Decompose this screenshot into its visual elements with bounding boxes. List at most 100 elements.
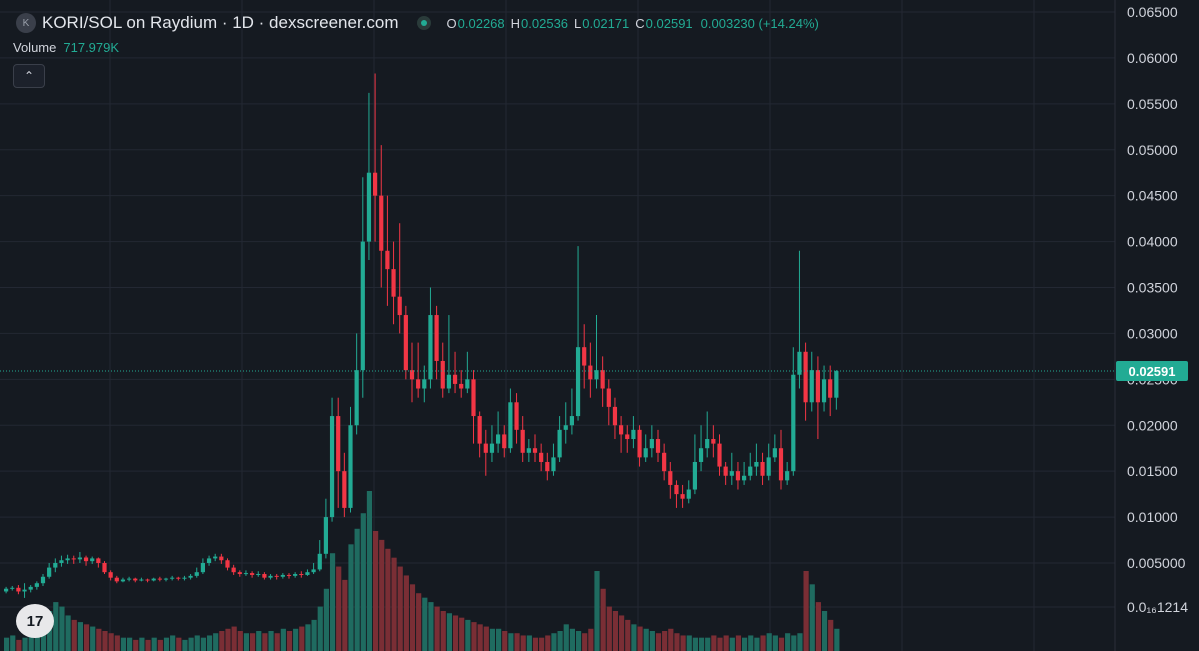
volume-bar — [16, 639, 22, 651]
volume-bar — [754, 637, 760, 651]
candle-body — [77, 557, 82, 560]
high-label: H — [510, 15, 521, 31]
candle-body — [440, 360, 445, 389]
chart-grid — [0, 0, 1116, 651]
volume-bar — [686, 635, 692, 651]
candle-body — [514, 402, 519, 430]
candle-body — [834, 371, 839, 398]
candle-body — [237, 572, 242, 575]
volume-bar — [342, 579, 348, 651]
candle-body — [532, 448, 538, 453]
volume-bar — [366, 491, 373, 651]
low-label: L — [574, 15, 582, 31]
tradingview-logo-icon[interactable]: 17 — [16, 604, 54, 638]
candle-body — [821, 379, 827, 403]
candle-body — [496, 434, 501, 444]
volume-bar — [139, 637, 145, 651]
volume-bar — [403, 575, 409, 651]
candle-body — [299, 574, 304, 576]
volume-bar — [557, 631, 563, 651]
price-tick-label: 0.01000 — [1127, 509, 1178, 525]
volume-bar — [612, 611, 619, 651]
volume-bar — [711, 635, 717, 651]
volume-bar — [698, 637, 705, 651]
volume-bar — [502, 631, 508, 651]
volume-bar — [120, 637, 127, 651]
volume-bar — [4, 637, 10, 651]
volume-bar — [772, 635, 778, 651]
volume-bar — [748, 635, 754, 651]
candle-body — [40, 576, 46, 584]
candle-body — [354, 370, 359, 426]
volume-bar — [551, 633, 557, 651]
volume-bar — [397, 566, 403, 651]
candle-body — [705, 439, 710, 449]
market-status-icon[interactable] — [416, 16, 431, 30]
volume-bar — [440, 611, 446, 651]
candle-body — [766, 457, 771, 476]
candle-body — [151, 578, 156, 581]
candle-body — [163, 578, 169, 580]
volume-bar — [588, 628, 594, 651]
volume-bar — [459, 617, 465, 651]
chart-title[interactable]: KORI/SOL on Raydium · 1D · dexscreener.c… — [42, 13, 399, 32]
candle-body — [373, 172, 378, 196]
volume-bar — [742, 637, 748, 651]
volume-bar — [311, 619, 317, 651]
candle-body — [213, 556, 218, 559]
candle-body — [717, 443, 722, 467]
volume-bar — [631, 624, 637, 651]
volume-bar — [194, 635, 200, 651]
volume-bar — [127, 637, 133, 651]
candle-body — [47, 567, 52, 577]
volume-bar — [360, 513, 366, 651]
candle-body — [65, 558, 70, 561]
candle-body — [416, 379, 421, 389]
volume-bar — [471, 622, 477, 651]
volume-bar — [674, 633, 680, 651]
volume-bar — [668, 628, 674, 651]
candle-body — [305, 572, 310, 575]
volume-bar — [828, 619, 834, 651]
volume-bar — [65, 615, 71, 651]
candle-body — [760, 461, 765, 476]
volume-readout: Volume 717.979K — [13, 40, 119, 55]
volume-bar — [176, 637, 182, 651]
candle-body — [828, 379, 833, 398]
volume-bar — [569, 628, 575, 651]
price-tick-label: 0.005000 — [1127, 555, 1186, 571]
candle-body — [778, 448, 784, 481]
volume-bar — [329, 553, 336, 651]
close-label: C — [635, 15, 645, 31]
candle-body — [96, 558, 101, 563]
candle-body — [606, 388, 611, 407]
collapse-legend-button[interactable]: ⌃ — [13, 64, 45, 88]
volume-bar — [791, 635, 797, 651]
volume-bar — [53, 602, 59, 651]
candle-body — [53, 563, 58, 568]
candle-body — [16, 587, 21, 592]
candle-body — [108, 572, 113, 578]
volume-bar — [77, 622, 83, 651]
volume-bar — [90, 626, 96, 651]
ohlc-readout: O 0.02268 H 0.02536 L 0.02171 C 0.02591 0.00… — [441, 16, 819, 31]
volume-bar — [188, 637, 194, 651]
volume-bar — [680, 635, 686, 651]
volume-bar — [200, 637, 206, 651]
volume-bar — [213, 633, 219, 651]
candle-body — [680, 494, 685, 499]
candle-body — [145, 579, 150, 581]
volume-bar — [293, 628, 299, 651]
candle-body — [569, 416, 574, 426]
volume-bar — [446, 613, 452, 651]
candle-body — [200, 563, 205, 573]
candle-body — [268, 575, 273, 578]
volume-bar — [59, 606, 65, 651]
price-tick-label: 0.04500 — [1127, 188, 1178, 204]
candle-body — [59, 560, 64, 563]
volume-bar — [600, 588, 606, 651]
volume-bar — [465, 619, 471, 651]
volume-bar — [422, 597, 428, 651]
candle-body — [280, 574, 285, 577]
